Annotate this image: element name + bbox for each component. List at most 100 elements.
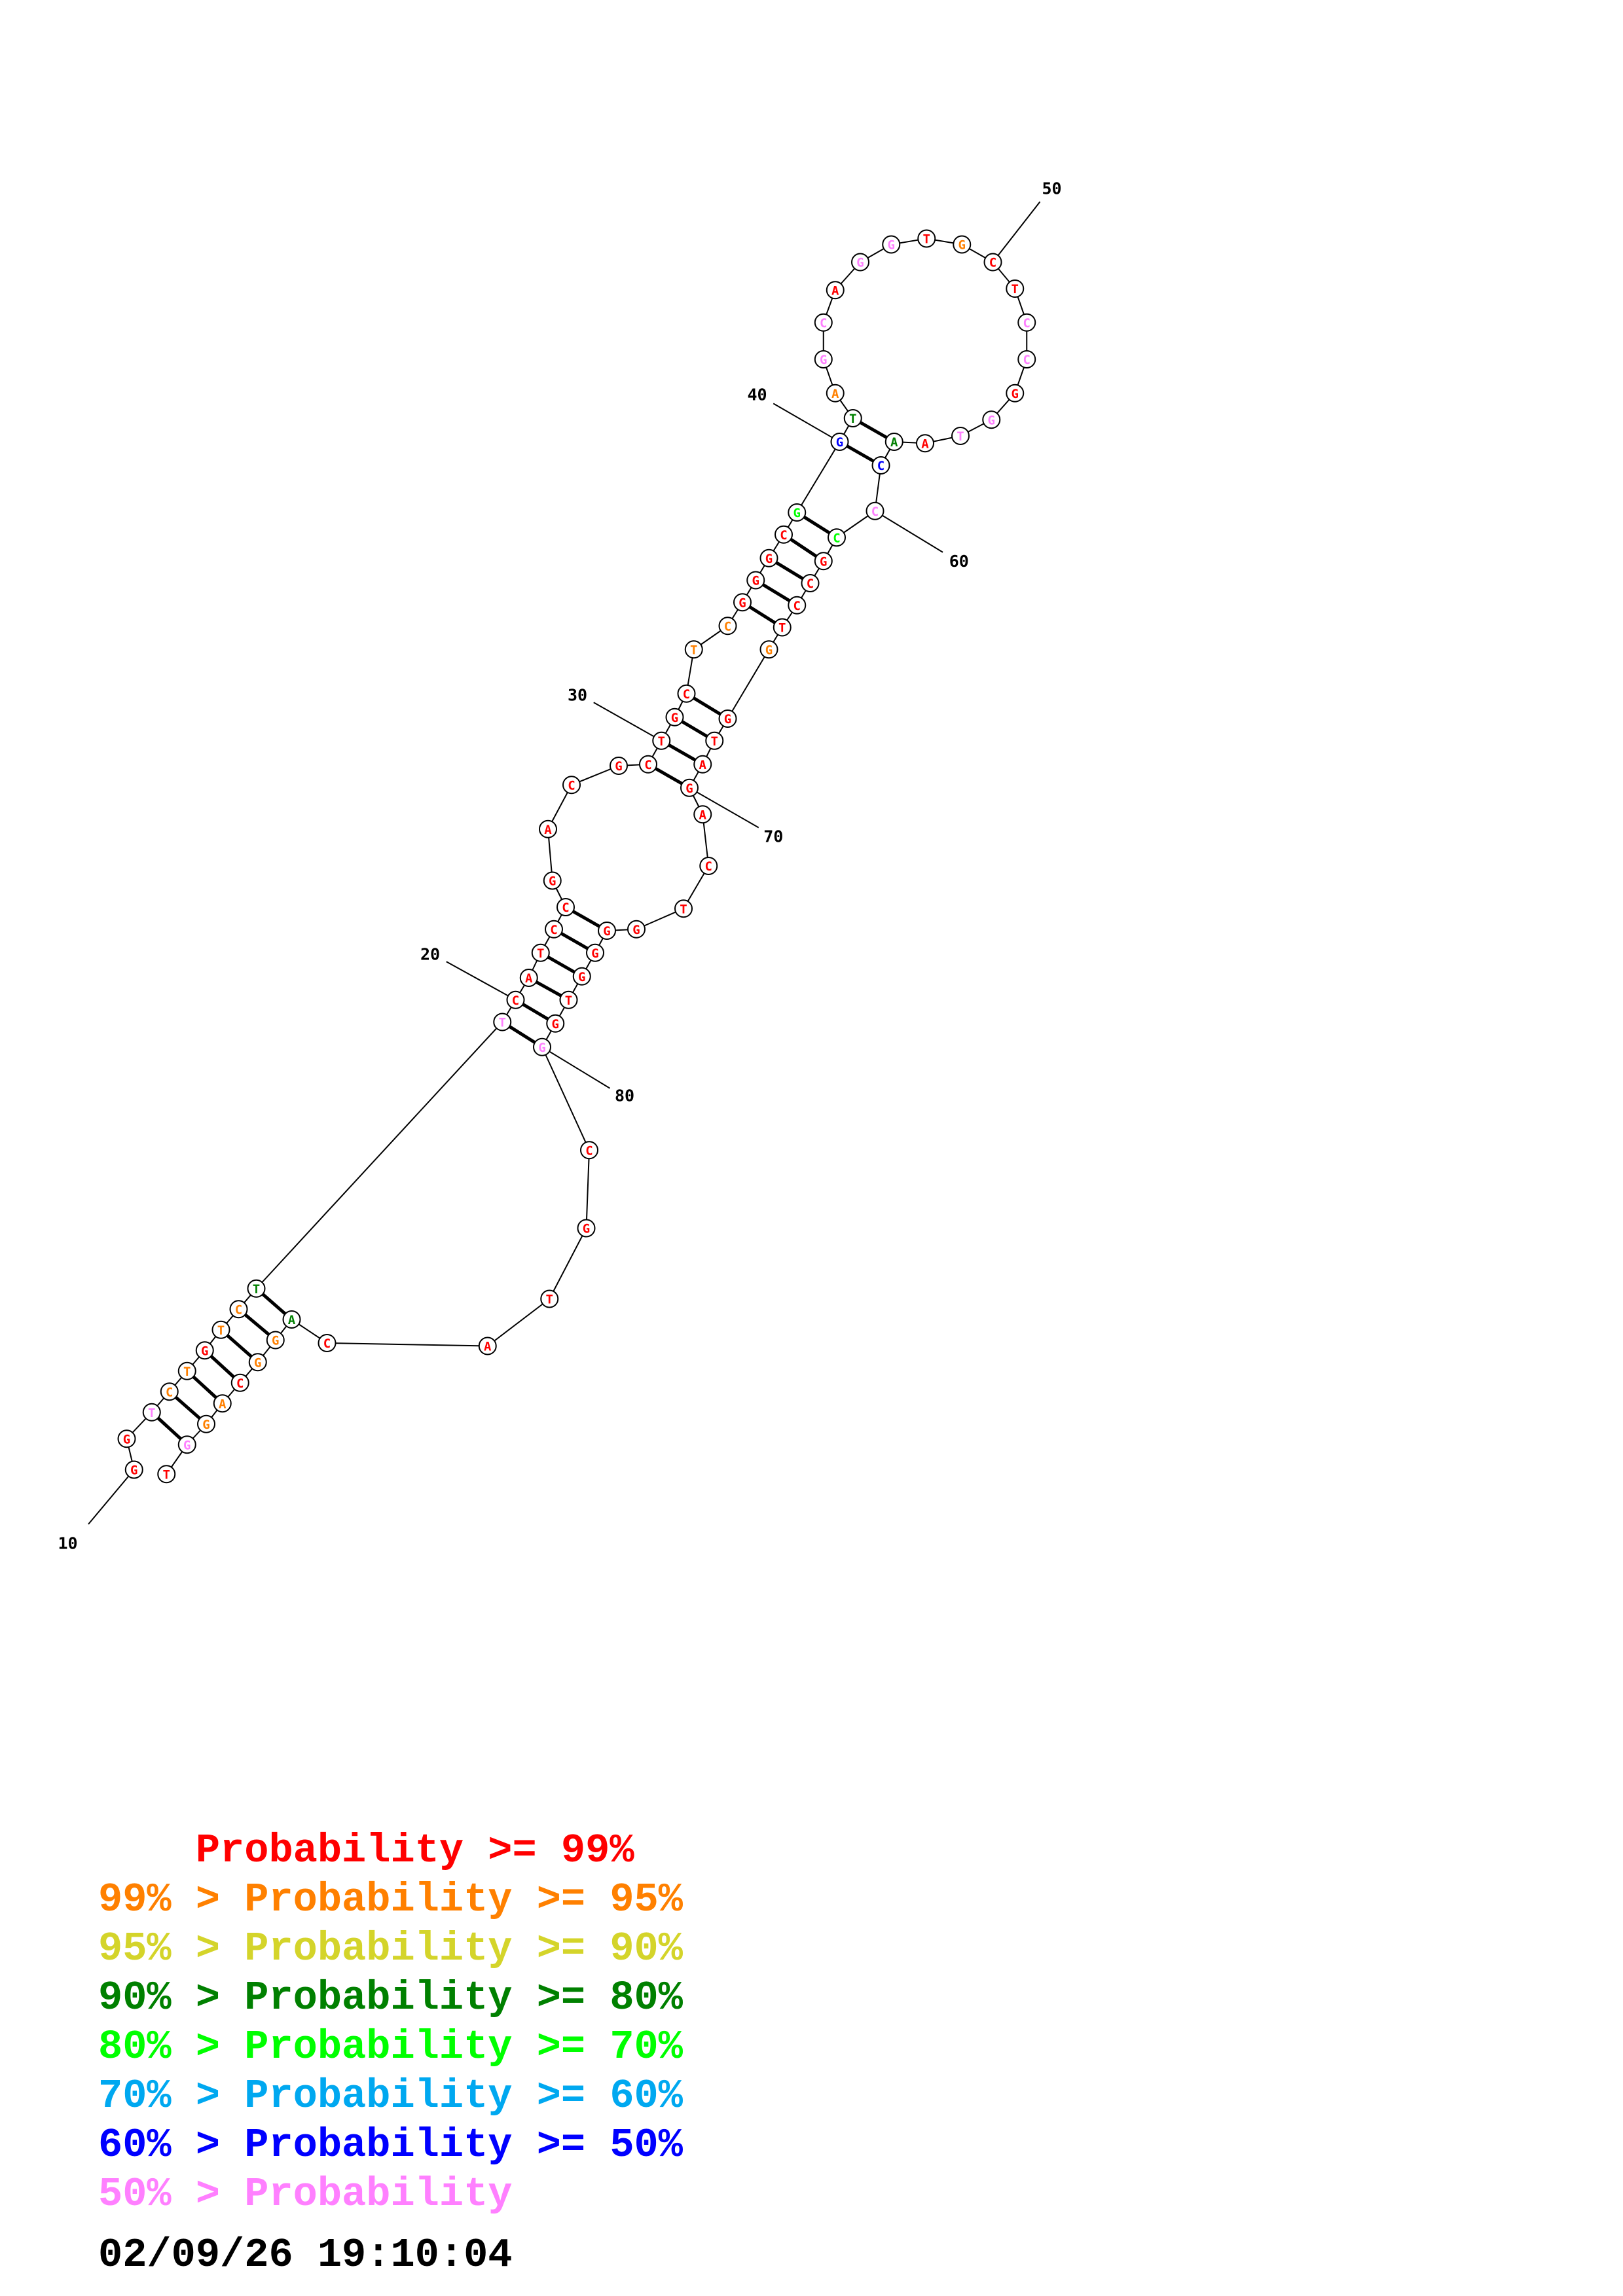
nucleotide-circle [248,1353,267,1372]
nucleotide-letter: G [820,353,827,367]
nucleotide-circle [177,1361,196,1380]
nucleotide-letter: G [856,256,864,270]
nucleotide: C [1017,350,1036,368]
nucleotide: G [814,350,833,368]
nucleotide: T [674,899,693,918]
nucleotide: C [788,596,807,615]
nucleotide-circle [157,1465,176,1484]
nucleotide-circle [705,731,724,750]
nucleotide-circle [493,1013,512,1031]
nucleotide-circle [577,1219,596,1238]
nucleotide: G [124,1460,143,1479]
nucleotide-letter: C [780,528,787,543]
nucleotide-circle [506,990,525,1009]
nucleotide-circle [830,433,849,451]
nucleotide: G [195,1341,214,1360]
nucleotide: G [953,235,972,254]
nucleotide-letter: C [512,994,519,1008]
nucleotide: G [882,235,901,254]
nucleotide-letter: T [565,994,572,1008]
nucleotide-circle [539,819,557,838]
nucleotide-letter: T [957,429,964,444]
nucleotide: T [493,1013,512,1031]
nucleotide-circle [680,778,699,797]
nucleotide-letter: G [836,435,843,450]
nucleotide-letter: G [632,923,640,937]
nucleotide-circle [598,922,616,940]
backbone-segment [796,441,841,513]
nucleotide: A [282,1310,301,1329]
nucleotide: C [556,898,575,916]
nucleotide-circle [230,1373,249,1392]
nucleotide-circle [543,871,562,890]
nucleotide-letter: C [236,1376,244,1391]
nucleotide: C [718,617,737,636]
nucleotide: C [801,574,820,592]
backbone-segment [727,649,770,719]
position-label: 20 [420,945,440,964]
nucleotide: A [519,969,538,987]
nucleotide-circle [211,1320,230,1339]
nucleotide-circle [982,410,1001,429]
nucleotide: G [851,253,869,272]
nucleotide-circle [718,709,737,728]
nucleotide: C [318,1334,337,1352]
position-label-leader [689,787,759,829]
backbone-segment [585,1150,590,1229]
nucleotide-circle [1006,384,1025,403]
nucleotide-circle [916,434,934,453]
probability-legend: Probability >= 99% 99% > Probability >= 9… [98,1826,683,2219]
nucleotide-letter: G [552,1017,559,1031]
nucleotide-letter: T [778,621,786,636]
nucleotide-letter: G [1012,387,1019,401]
nucleotide-letter: T [711,734,718,749]
nucleotide: C [1017,313,1036,332]
nucleotide-letter: G [888,238,895,253]
nucleotide: G [1006,384,1025,403]
nucleotide: G [572,967,591,986]
nucleotide-circle [775,525,793,544]
nucleotide-circle [1017,313,1036,332]
nucleotide-letter: A [831,283,839,298]
nucleotide: A [916,434,934,453]
nucleotide-letter: T [499,1016,506,1030]
nucleotide-letter: G [202,1418,210,1432]
legend-entry: 50% > Probability [98,2171,513,2217]
nucleotide-circle [677,684,696,703]
position-label: 80 [615,1086,634,1105]
position-label: 30 [568,686,587,705]
nucleotide: T [211,1320,230,1339]
nucleotide-letter: G [793,506,801,520]
nucleotide-letter: G [615,759,622,774]
nucleotide-letter: A [484,1340,492,1354]
nucleotide: G [533,1037,551,1056]
nucleotide: G [759,548,778,567]
position-label-leader [446,961,516,1001]
nucleotide: C [506,990,525,1009]
nucleotide-letter: G [685,781,693,796]
nucleotide-circle [828,528,846,547]
nucleotide-letter: C [989,256,996,270]
nucleotide-circle [142,1403,161,1422]
nucleotide-circle [693,805,712,824]
nucleotide-letter: G [603,924,610,939]
nucleotide: C [229,1300,248,1319]
nucleotide-letter: C [323,1336,331,1351]
nucleotide: T [843,409,862,427]
nucleotide-circle [826,384,845,403]
nucleotide: C [871,456,890,475]
nucleotide-circle [213,1394,232,1413]
nucleotide-circle [917,229,936,248]
nucleotide-circle [871,456,890,475]
nucleotide-letter: G [549,874,556,889]
nucleotide-circle [882,235,901,254]
nucleotide-circle [229,1300,248,1319]
nucleotide-letter: C [877,459,884,473]
nucleotide-circle [124,1460,143,1479]
nucleotide-letter: G [183,1438,191,1452]
nucleotide: A [826,281,845,300]
nucleotide-letter: C [820,316,827,331]
backbone-segment [487,1298,550,1347]
nucleotide-circle [746,571,765,590]
